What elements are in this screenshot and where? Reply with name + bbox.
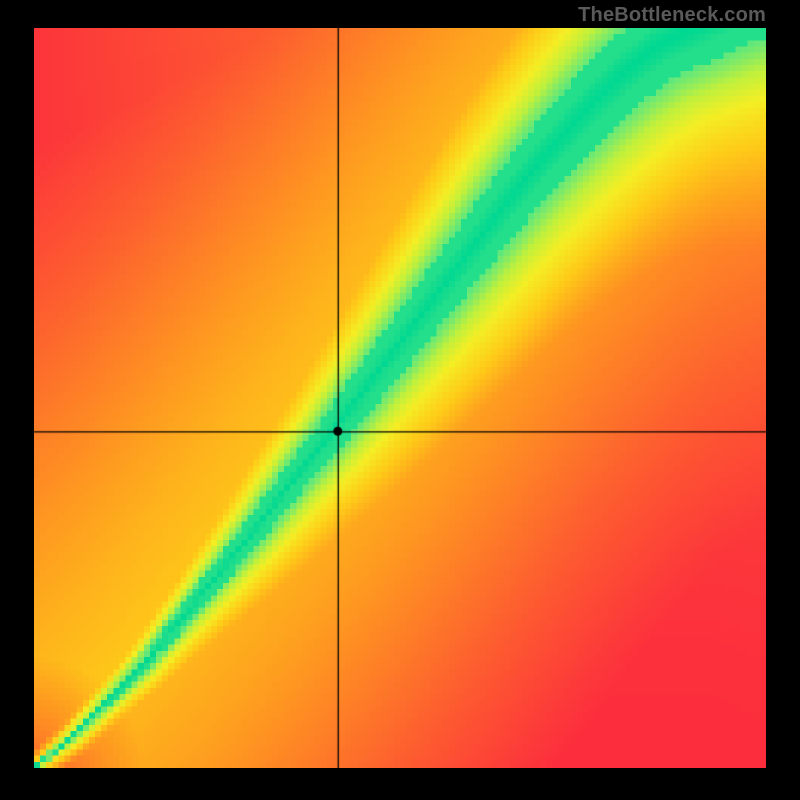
heatmap-overlay [34, 28, 766, 768]
watermark-text: TheBottleneck.com [578, 4, 766, 27]
chart-container: TheBottleneck.com [0, 0, 800, 800]
